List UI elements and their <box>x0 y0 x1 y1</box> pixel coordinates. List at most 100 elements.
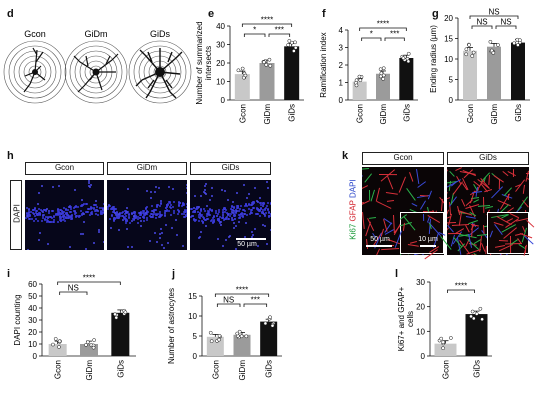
nucleus-dot <box>49 215 52 219</box>
x-tick-label: Gcon <box>211 360 220 379</box>
nucleus-dot <box>41 185 44 188</box>
nucleus-dot <box>46 243 49 246</box>
x-tick-label: GiDs <box>473 360 482 378</box>
data-point <box>293 40 297 45</box>
nucleus-dot <box>244 222 247 225</box>
significance-bracket <box>59 291 88 295</box>
sholl-label-gids: GiDs <box>150 29 170 39</box>
significance-bracket <box>469 15 519 19</box>
nucleus-dot <box>247 207 250 210</box>
x-tick-label: GiDs <box>514 104 523 122</box>
nucleus-dot <box>231 209 234 212</box>
significance-bracket <box>243 303 268 307</box>
nucleus-dot <box>190 207 193 210</box>
y-tick-label: 1 <box>339 79 344 88</box>
nucleus-dot <box>32 209 35 212</box>
nucleus-dot <box>206 213 209 216</box>
nucleus-dot <box>41 210 44 213</box>
y-tick-label: 15 <box>444 35 453 44</box>
nucleus-dot <box>225 209 228 212</box>
data-point <box>267 57 272 62</box>
nucleus-dot <box>227 213 230 216</box>
data-point <box>381 77 386 81</box>
nucleus-dot <box>250 208 253 212</box>
chart-l: 0 10 20 30 Ki67+ and GFAP+ cells Gcon GiDs **** <box>397 278 492 379</box>
data-point <box>441 346 445 351</box>
bar-gidm <box>376 73 390 100</box>
nucleus-dot <box>136 217 139 220</box>
data-point <box>235 331 240 336</box>
significance-bracket <box>471 25 493 29</box>
nucleus-dot <box>159 214 162 217</box>
data-point <box>467 43 471 47</box>
cell-process <box>409 172 414 183</box>
nucleus-dot <box>159 237 162 240</box>
nucleus-dot <box>186 192 187 195</box>
nucleus-dot <box>125 219 128 222</box>
nucleus-dot <box>131 219 134 222</box>
nucleus-dot <box>209 198 212 201</box>
nucleus-dot <box>75 205 78 208</box>
nucleus-dot <box>26 214 29 217</box>
nucleus-dot <box>244 209 247 212</box>
nucleus-dot <box>243 184 246 187</box>
nucleus-dot <box>145 211 148 214</box>
cell-process <box>499 240 509 243</box>
if-inset-gcon <box>394 212 451 260</box>
nucleus-dot <box>191 210 194 213</box>
data-point <box>242 75 246 80</box>
nucleus-dot <box>213 218 216 221</box>
nucleus-dot <box>133 217 136 220</box>
nucleus-dot <box>163 214 167 217</box>
nucleus-dot <box>160 213 163 217</box>
nucleus-dot <box>60 212 63 216</box>
nucleus-dot <box>204 192 207 195</box>
data-point <box>469 314 473 319</box>
data-point <box>480 317 484 322</box>
data-point <box>464 52 469 57</box>
cell-process <box>368 217 377 220</box>
nucleus-dot <box>71 217 74 220</box>
y-tick-label: 60 <box>28 280 37 289</box>
nucleus-dot <box>168 200 171 204</box>
nucleus-dot <box>124 217 127 221</box>
nucleus-dot <box>133 215 136 218</box>
cell-process <box>489 230 493 238</box>
nucleus-dot <box>79 205 82 208</box>
bar-gcon <box>48 344 67 356</box>
nucleus-dot <box>232 221 235 224</box>
data-point <box>208 330 213 335</box>
nucleus-dot <box>50 220 53 223</box>
significance-label: **** <box>377 20 389 29</box>
nucleus-dot <box>142 219 145 222</box>
nucleus-dot <box>221 211 225 214</box>
nucleus-dot <box>182 244 185 247</box>
nucleus-dot <box>185 210 187 213</box>
data-point <box>293 45 298 50</box>
nucleus-dot <box>136 215 140 218</box>
nucleus-dot <box>121 210 124 214</box>
nucleus-dot <box>46 220 49 224</box>
data-point <box>270 323 275 328</box>
data-point <box>381 66 386 71</box>
x-tick-label: GiDm <box>238 360 247 381</box>
nucleus-dot <box>164 206 168 209</box>
nucleus-dot <box>66 213 69 217</box>
nucleus-dot <box>196 206 199 209</box>
nucleus-dot <box>160 243 163 246</box>
significance-bracket <box>57 281 121 285</box>
cell-process <box>375 248 380 255</box>
nucleus-dot <box>48 210 51 213</box>
nucleus-dot <box>195 208 198 211</box>
data-point <box>262 60 266 65</box>
nucleus-dot <box>99 213 102 216</box>
nucleus-dot <box>155 240 158 243</box>
y-axis-label: Ramification index <box>319 32 328 97</box>
nucleus-dot <box>198 216 201 219</box>
nucleus-dot <box>73 212 76 216</box>
nucleus-dot <box>34 218 37 221</box>
y-tick-label: 15 <box>188 292 197 301</box>
y-tick-label: 20 <box>28 328 37 337</box>
nucleus-dot <box>63 210 66 213</box>
nucleus-dot <box>238 217 241 220</box>
